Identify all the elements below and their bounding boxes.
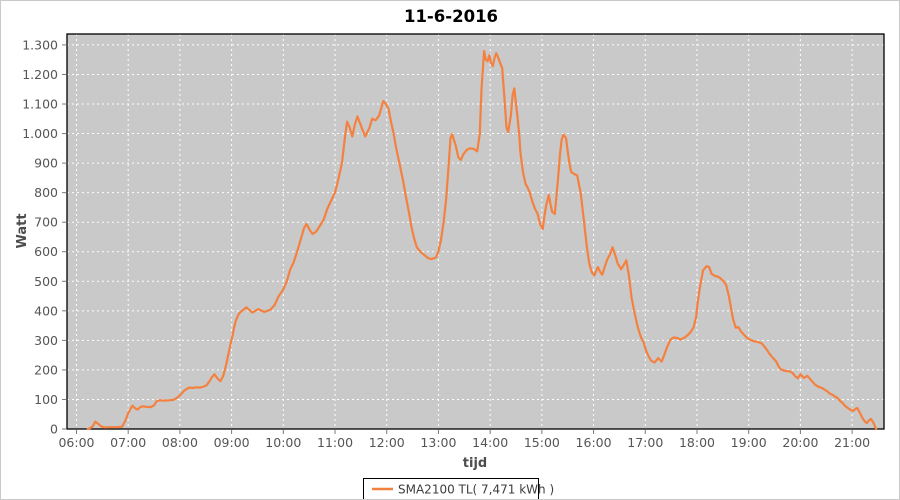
x-tick-label: 07:00	[110, 435, 146, 450]
x-tick-label: 18:00	[679, 435, 715, 450]
x-tick-label: 15:00	[524, 435, 560, 450]
x-tick-label: 06:00	[58, 435, 94, 450]
y-tick-label: 1.300	[22, 37, 58, 52]
x-tick-label: 10:00	[265, 435, 301, 450]
y-tick-label: 300	[34, 333, 58, 348]
plot-background	[67, 34, 884, 429]
plot-border	[66, 33, 885, 430]
y-tick-label: 500	[34, 274, 58, 289]
x-tick-label: 19:00	[731, 435, 767, 450]
x-axis-title: tijd	[463, 456, 487, 471]
x-tick-label: 20:00	[782, 435, 818, 450]
chart-title: 11-6-2016	[404, 7, 498, 26]
x-tick-label: 13:00	[420, 435, 456, 450]
y-tick-label: 1.000	[22, 126, 58, 141]
y-tick-label: 600	[34, 244, 58, 259]
x-tick-label: 14:00	[472, 435, 508, 450]
y-tick-label: 200	[34, 362, 58, 377]
y-tick-label: 900	[34, 156, 58, 171]
y-tick-label: 100	[34, 392, 58, 407]
y-tick-label: 1.100	[22, 97, 58, 112]
y-tick-label: 0	[50, 422, 58, 437]
y-tick-label: 800	[34, 185, 58, 200]
x-tick-label: 12:00	[369, 435, 405, 450]
y-tick-label: 700	[34, 215, 58, 230]
legend: SMA2100 TL( 7,471 kWh )	[363, 478, 554, 499]
x-tick-label: 17:00	[627, 435, 663, 450]
y-tick-label: 400	[34, 303, 58, 318]
x-tick-label: 21:00	[834, 435, 870, 450]
legend-box	[363, 478, 539, 499]
series-line	[86, 49, 878, 431]
x-tick-label: 11:00	[317, 435, 353, 450]
x-tick-label: 16:00	[576, 435, 612, 450]
plot-area: 0 100 200 300 400 500 600 700 800 900 1.000 1.100 1.…	[22, 33, 885, 450]
y-tick-label: 1.200	[22, 67, 58, 82]
x-tick-label: 08:00	[162, 435, 198, 450]
y-axis-title: Watt	[15, 213, 30, 248]
legend-series-label: SMA2100 TL( 7,471 kWh )	[398, 483, 554, 497]
x-tick-label: 09:00	[214, 435, 250, 450]
